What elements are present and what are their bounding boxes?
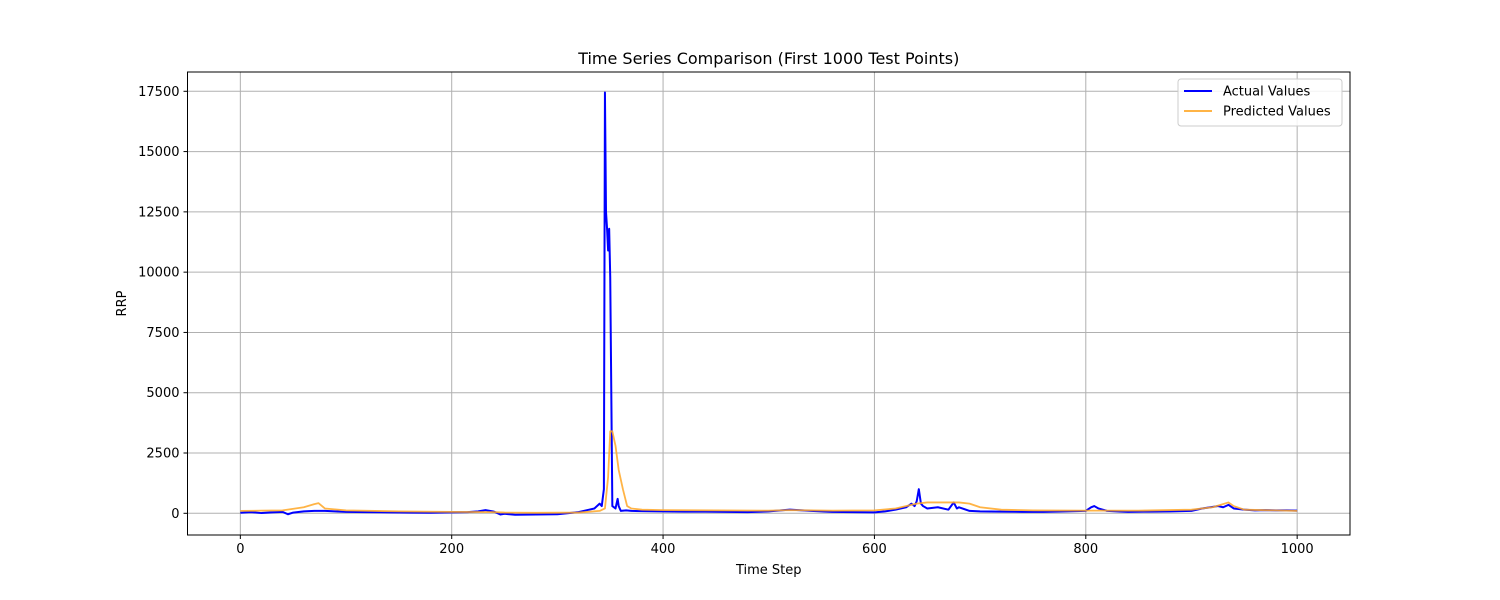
legend-label-predicted-values: Predicted Values bbox=[1223, 105, 1331, 120]
x-tick-label: 400 bbox=[651, 542, 676, 557]
plot-area-frame bbox=[187, 71, 1351, 536]
y-tick-label: 10000 bbox=[138, 266, 179, 281]
grid bbox=[187, 72, 1350, 535]
x-tick-label: 0 bbox=[236, 542, 244, 557]
series-line-actual-values bbox=[240, 91, 1298, 516]
y-tick-label: 15000 bbox=[138, 145, 179, 160]
legend-box bbox=[1177, 78, 1343, 127]
x-axis-title: Time Step bbox=[735, 563, 802, 578]
y-tick-label: 12500 bbox=[138, 205, 179, 220]
chart-title: Time Series Comparison (First 1000 Test … bbox=[577, 49, 959, 68]
y-tick-label: 0 bbox=[171, 507, 179, 522]
series-line-predicted-values bbox=[240, 430, 1298, 514]
series-layer bbox=[240, 91, 1298, 516]
x-tick-label: 1000 bbox=[1281, 542, 1314, 557]
y-tick-label: 2500 bbox=[146, 447, 179, 462]
y-axis-title: RRP bbox=[115, 290, 130, 316]
x-tick-label: 600 bbox=[862, 542, 887, 557]
y-tick-label: 17500 bbox=[138, 85, 179, 100]
y-tick-label: 5000 bbox=[146, 386, 179, 401]
legend: Actual Values Predicted Values bbox=[1177, 78, 1343, 127]
axis-ticks: 0 200 400 600 800 100002500500075001000012500… bbox=[138, 85, 1314, 557]
legend-label-actual-values: Actual Values bbox=[1223, 85, 1311, 100]
y-tick-label: 7500 bbox=[146, 326, 179, 341]
x-tick-label: 200 bbox=[439, 542, 464, 557]
x-tick-label: 800 bbox=[1073, 542, 1098, 557]
